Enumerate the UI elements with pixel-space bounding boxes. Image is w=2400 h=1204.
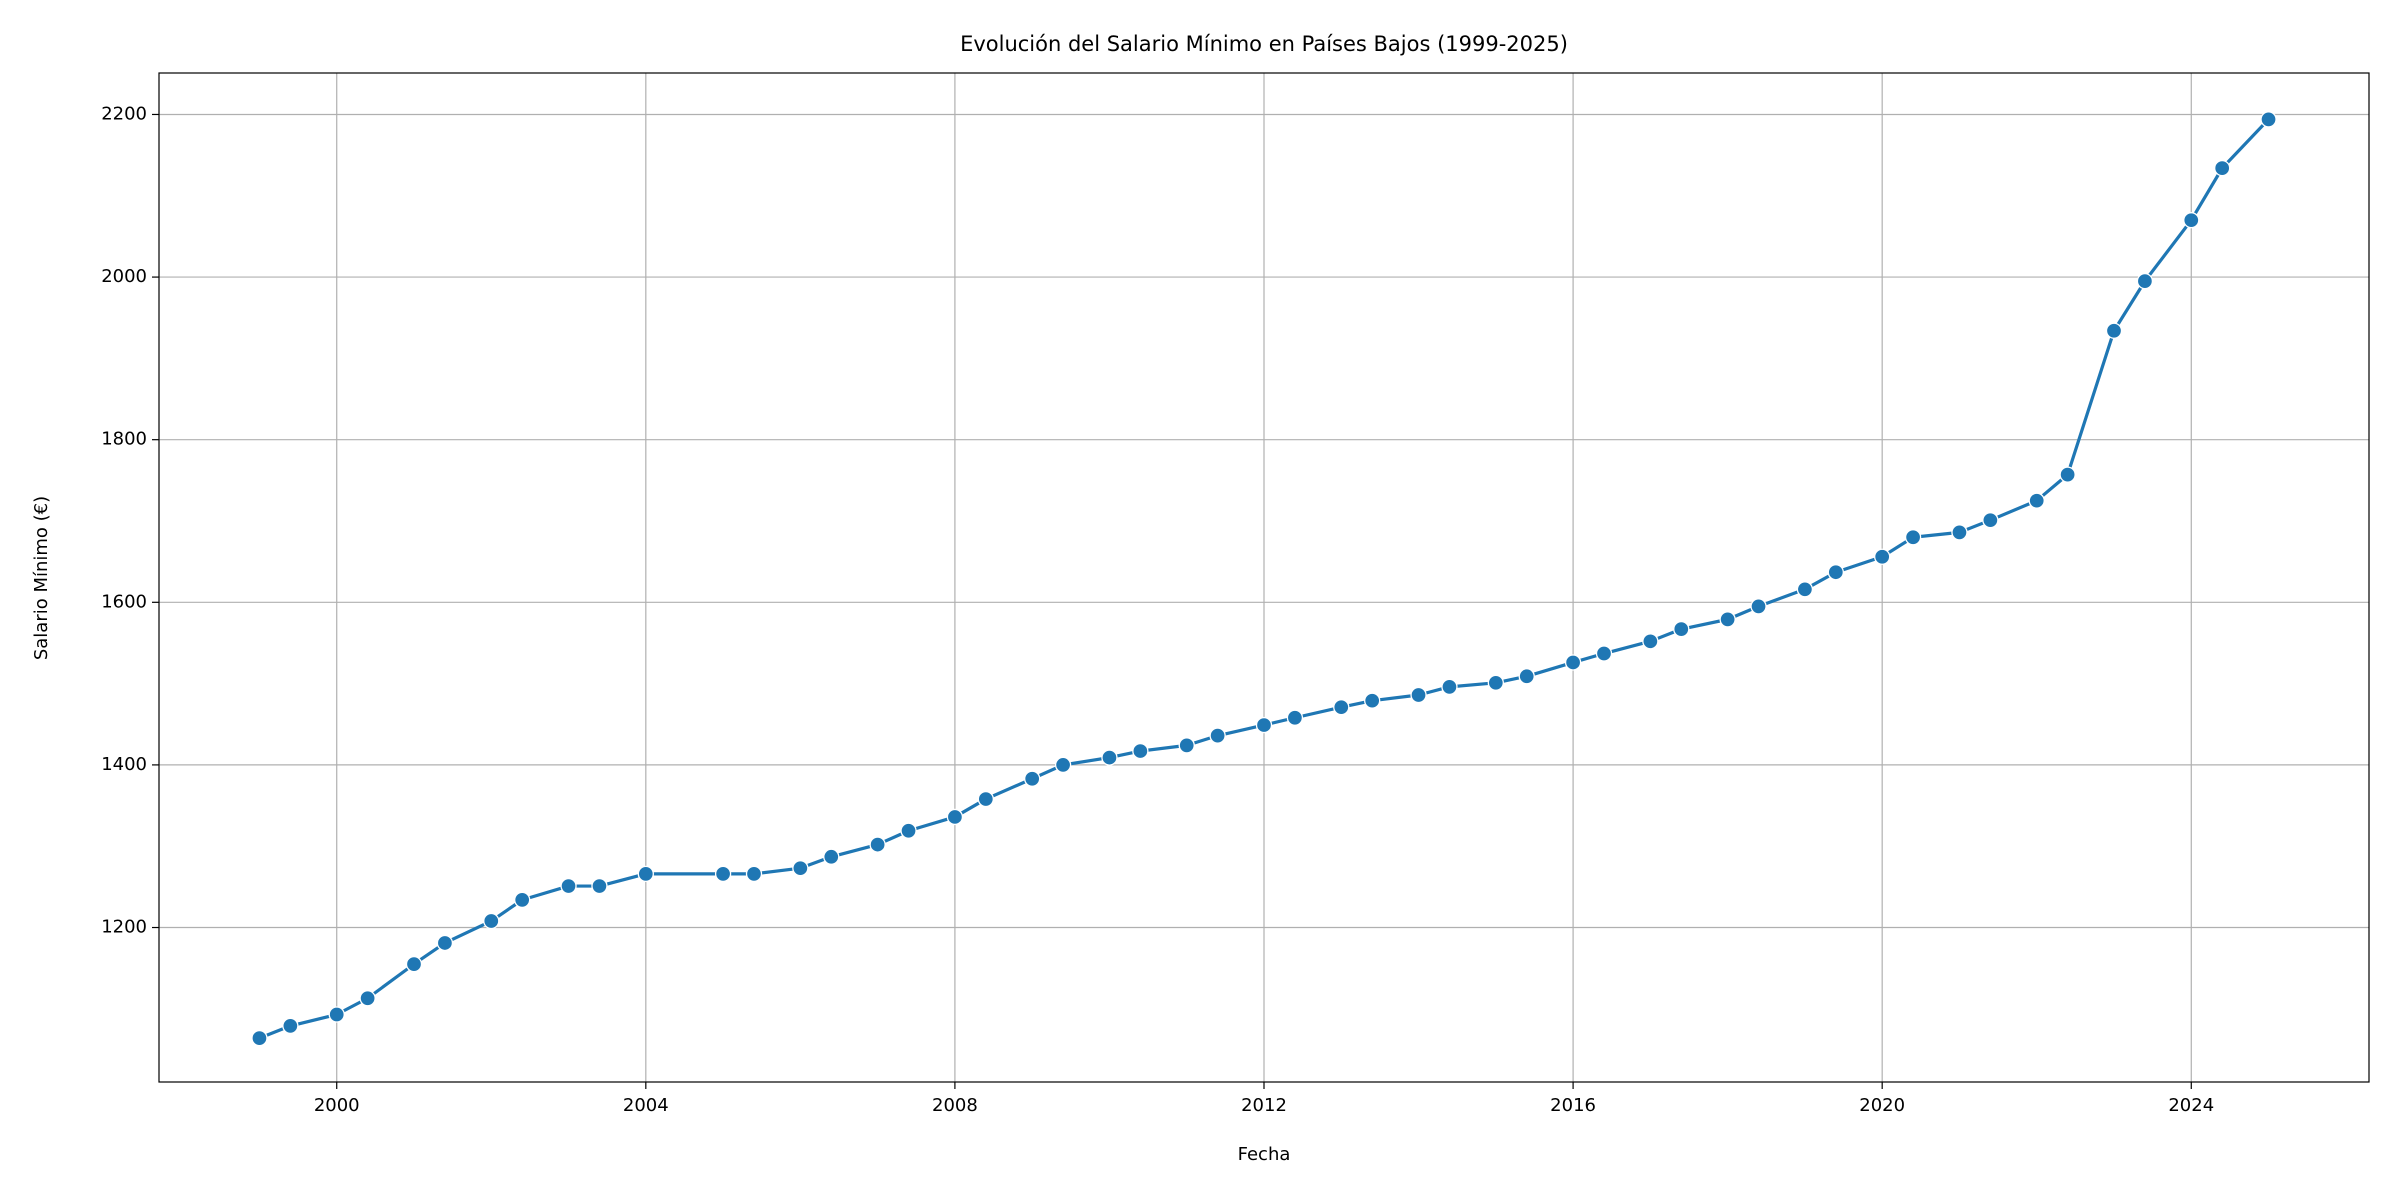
data-point bbox=[1518, 668, 1535, 685]
data-point bbox=[1595, 645, 1613, 662]
plot-frame bbox=[158, 72, 2370, 1083]
data-point bbox=[1982, 512, 1999, 529]
data-point bbox=[1904, 529, 1922, 546]
data-point bbox=[1024, 770, 1041, 787]
data-point bbox=[1951, 524, 1968, 541]
data-point bbox=[1054, 756, 1072, 774]
data-point bbox=[1178, 737, 1195, 754]
data-point bbox=[1101, 749, 1118, 766]
data-point bbox=[977, 790, 994, 808]
y-tick-label: 2200 bbox=[101, 103, 147, 124]
data-point bbox=[251, 1029, 268, 1047]
data-point bbox=[2214, 159, 2231, 177]
data-point bbox=[514, 891, 531, 909]
data-point bbox=[483, 912, 500, 930]
data-point bbox=[2059, 466, 2076, 483]
y-tick-label: 1800 bbox=[101, 429, 147, 450]
data-point bbox=[1719, 611, 1736, 628]
data-point bbox=[405, 955, 423, 973]
y-tick-label: 2000 bbox=[101, 266, 147, 287]
x-tick-label: 2016 bbox=[1550, 1095, 1596, 1116]
data-point bbox=[1441, 678, 1458, 696]
x-tick-label: 2000 bbox=[314, 1095, 360, 1116]
data-point bbox=[714, 865, 732, 883]
data-point bbox=[1874, 548, 1891, 565]
data-point bbox=[2136, 272, 2154, 290]
data-point bbox=[1333, 699, 1350, 716]
data-point bbox=[745, 865, 763, 883]
data-point bbox=[1487, 674, 1504, 691]
data-point bbox=[560, 877, 577, 895]
data-point bbox=[823, 848, 840, 865]
data-point bbox=[637, 865, 654, 883]
x-tick-label: 2020 bbox=[1859, 1095, 1905, 1116]
data-point bbox=[328, 1006, 345, 1023]
data-point bbox=[2028, 492, 2045, 509]
data-point bbox=[1209, 727, 1226, 744]
data-point bbox=[2260, 111, 2277, 128]
y-axis-label: Salario Mínimo (€) bbox=[31, 496, 52, 660]
data-point bbox=[2183, 212, 2200, 229]
data-point bbox=[1410, 686, 1427, 704]
data-point bbox=[1364, 692, 1381, 709]
data-point bbox=[1827, 564, 1844, 581]
chart-title: Evolución del Salario Mínimo en Países B… bbox=[960, 32, 1568, 56]
data-point bbox=[1796, 581, 1814, 598]
data-point bbox=[1673, 620, 1690, 638]
data-point bbox=[436, 934, 454, 952]
y-tick-label: 1400 bbox=[101, 754, 147, 775]
data-line bbox=[258, 118, 2270, 1040]
y-tick-label: 1600 bbox=[101, 591, 147, 612]
data-point bbox=[1132, 742, 1149, 760]
x-axis-label: Fecha bbox=[1238, 1144, 1291, 1165]
data-point bbox=[1286, 709, 1304, 726]
x-tick-label: 2024 bbox=[2168, 1095, 2214, 1116]
y-tick-label: 1200 bbox=[101, 917, 147, 938]
data-point bbox=[2105, 322, 2123, 339]
data-point bbox=[591, 877, 608, 895]
x-tick-label: 2012 bbox=[1241, 1095, 1287, 1116]
data-point bbox=[946, 808, 964, 826]
data-point bbox=[282, 1017, 299, 1035]
data-point bbox=[1750, 598, 1767, 615]
data-point bbox=[1642, 633, 1659, 650]
data-point bbox=[869, 836, 886, 853]
data-point bbox=[900, 822, 917, 839]
data-point bbox=[792, 860, 809, 877]
data-point bbox=[359, 990, 376, 1007]
x-tick-label: 2008 bbox=[932, 1095, 978, 1116]
data-point bbox=[1564, 654, 1582, 671]
x-tick-label: 2004 bbox=[623, 1095, 669, 1116]
data-point bbox=[1255, 716, 1273, 734]
